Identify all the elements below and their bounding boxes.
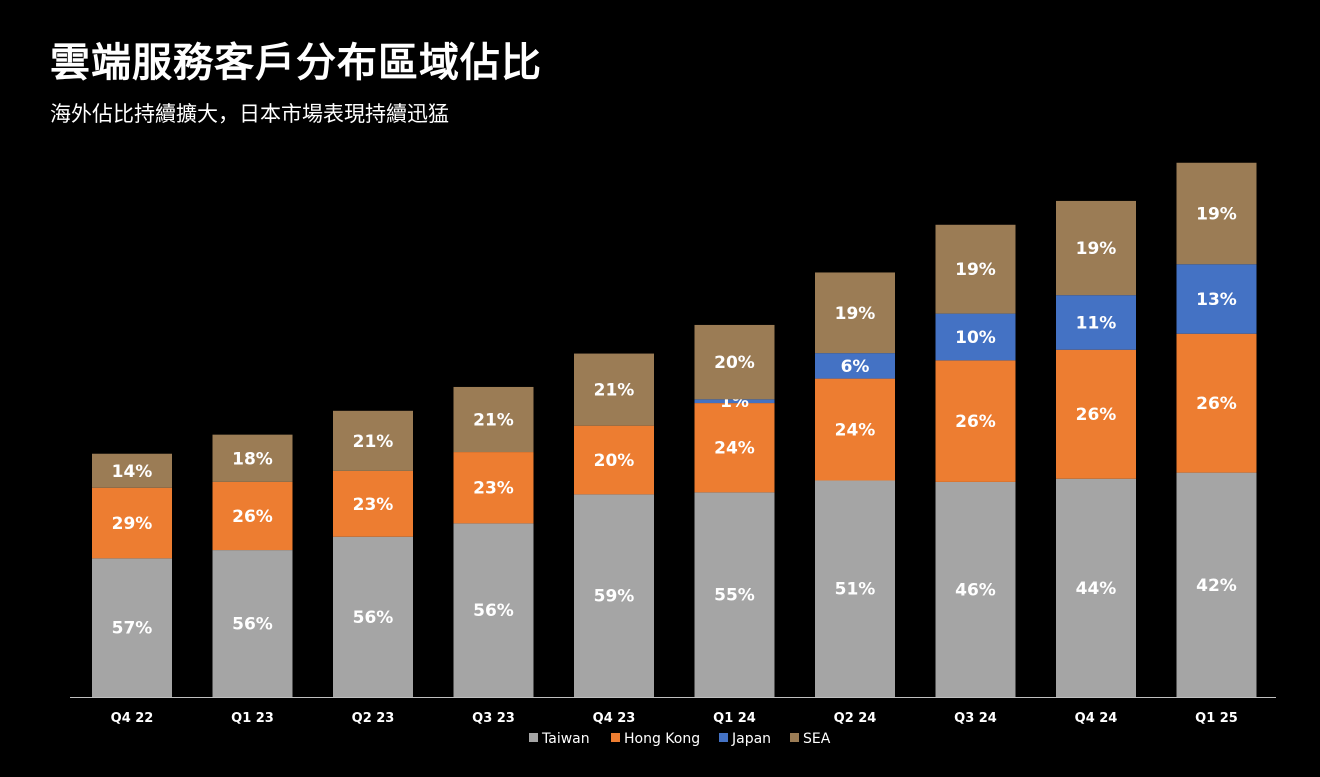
data-label: 29%: [112, 514, 153, 534]
bar-segment-hong-kong: [815, 378, 895, 481]
bar-segment-sea: [694, 324, 775, 400]
bar-segment-sea: [453, 386, 534, 453]
bar-segment-hong-kong: [212, 481, 293, 551]
legend-swatch: [790, 733, 799, 742]
legend-label: Taiwan: [541, 731, 590, 747]
bar-segment-sea: [1056, 200, 1136, 296]
bar-segment-taiwan: [1056, 478, 1136, 697]
legend-label: Japan: [731, 731, 771, 747]
data-label: 21%: [353, 432, 394, 452]
bar-segment-taiwan: [694, 492, 775, 697]
data-label: 23%: [473, 479, 514, 499]
bar-segment-sea: [574, 353, 654, 426]
data-label: 44%: [1076, 579, 1117, 599]
legend-label: SEA: [803, 731, 831, 747]
x-tick-label: Q3 24: [954, 711, 997, 726]
x-tick-label: Q2 24: [834, 711, 877, 726]
data-label: 56%: [473, 601, 514, 621]
bar-segment-sea: [212, 434, 293, 482]
bar-segment-hong-kong: [1176, 333, 1257, 473]
x-tick-label: Q2 23: [352, 711, 395, 726]
x-tick-label: Q4 22: [111, 711, 154, 726]
bar-segment-sea: [1176, 162, 1257, 265]
data-label: 6%: [841, 357, 870, 377]
bar-segment-hong-kong: [694, 403, 775, 493]
bar-segment-hong-kong: [453, 452, 534, 524]
data-label: 20%: [594, 451, 635, 471]
bar-segment-japan: [1176, 264, 1257, 334]
data-label: 20%: [714, 353, 755, 373]
data-label: 51%: [835, 580, 876, 600]
data-label: 26%: [955, 412, 996, 432]
bar-segment-sea: [333, 410, 413, 471]
data-label: 55%: [714, 586, 755, 606]
bar-segment-sea: [815, 272, 895, 354]
page-subtitle: 海外佔比持續擴大，日本市場表現持續迅猛: [50, 102, 449, 126]
x-tick-label: Q1 25: [1195, 711, 1238, 726]
data-label: 19%: [1076, 239, 1117, 259]
data-label: 10%: [955, 328, 996, 348]
data-label: 19%: [955, 260, 996, 280]
bar-segment-taiwan: [333, 536, 413, 697]
data-label: 21%: [594, 381, 635, 401]
x-tick-label: Q4 24: [1075, 711, 1118, 726]
data-label: 24%: [835, 421, 876, 441]
bar-segment-hong-kong: [333, 470, 413, 537]
data-label: 19%: [1196, 205, 1237, 225]
bar-segment-hong-kong: [574, 425, 654, 495]
legend-swatch: [719, 733, 728, 742]
bar-segment-japan: [694, 399, 775, 404]
data-label: 13%: [1196, 290, 1237, 310]
data-label: 56%: [232, 615, 273, 635]
bar-segment-hong-kong: [92, 487, 172, 559]
data-label: 56%: [353, 608, 394, 628]
bar-segment-taiwan: [815, 480, 895, 697]
data-label: 46%: [955, 580, 996, 600]
bar-segment-japan: [815, 353, 895, 379]
data-label: 11%: [1076, 313, 1117, 333]
bar-segment-hong-kong: [1056, 349, 1136, 479]
bar-segment-japan: [1056, 295, 1136, 350]
page-title: 雲端服務客戶分布區域佔比: [50, 40, 542, 86]
data-label: 24%: [714, 439, 755, 459]
data-label: 14%: [112, 462, 153, 482]
bar-segment-taiwan: [1176, 472, 1257, 697]
data-label: 23%: [353, 495, 394, 515]
legend-label: Hong Kong: [624, 731, 700, 747]
x-tick-label: Q4 23: [593, 711, 636, 726]
data-label: 26%: [1076, 405, 1117, 425]
bar-segment-sea: [935, 224, 1016, 314]
legend-swatch: [529, 733, 538, 742]
bar-segment-taiwan: [92, 558, 172, 697]
legend-swatch: [611, 733, 620, 742]
bar-segment-taiwan: [574, 494, 654, 697]
bar-segment-hong-kong: [935, 360, 1016, 482]
x-tick-label: Q1 24: [713, 711, 756, 726]
data-label: 59%: [594, 587, 635, 607]
data-label: 21%: [473, 411, 514, 431]
x-tick-label: Q1 23: [231, 711, 274, 726]
bar-segment-sea: [92, 453, 172, 488]
data-label: 57%: [112, 619, 153, 639]
data-label: 19%: [835, 304, 876, 324]
bar-segment-taiwan: [935, 481, 1016, 697]
data-label: 26%: [232, 507, 273, 527]
data-label: 26%: [1196, 394, 1237, 414]
x-tick-label: Q3 23: [472, 711, 515, 726]
data-label: 18%: [232, 449, 273, 469]
bar-segment-japan: [935, 313, 1016, 361]
bar-segment-taiwan: [453, 523, 534, 697]
bar-segment-taiwan: [212, 550, 293, 697]
data-label: 42%: [1196, 576, 1237, 596]
